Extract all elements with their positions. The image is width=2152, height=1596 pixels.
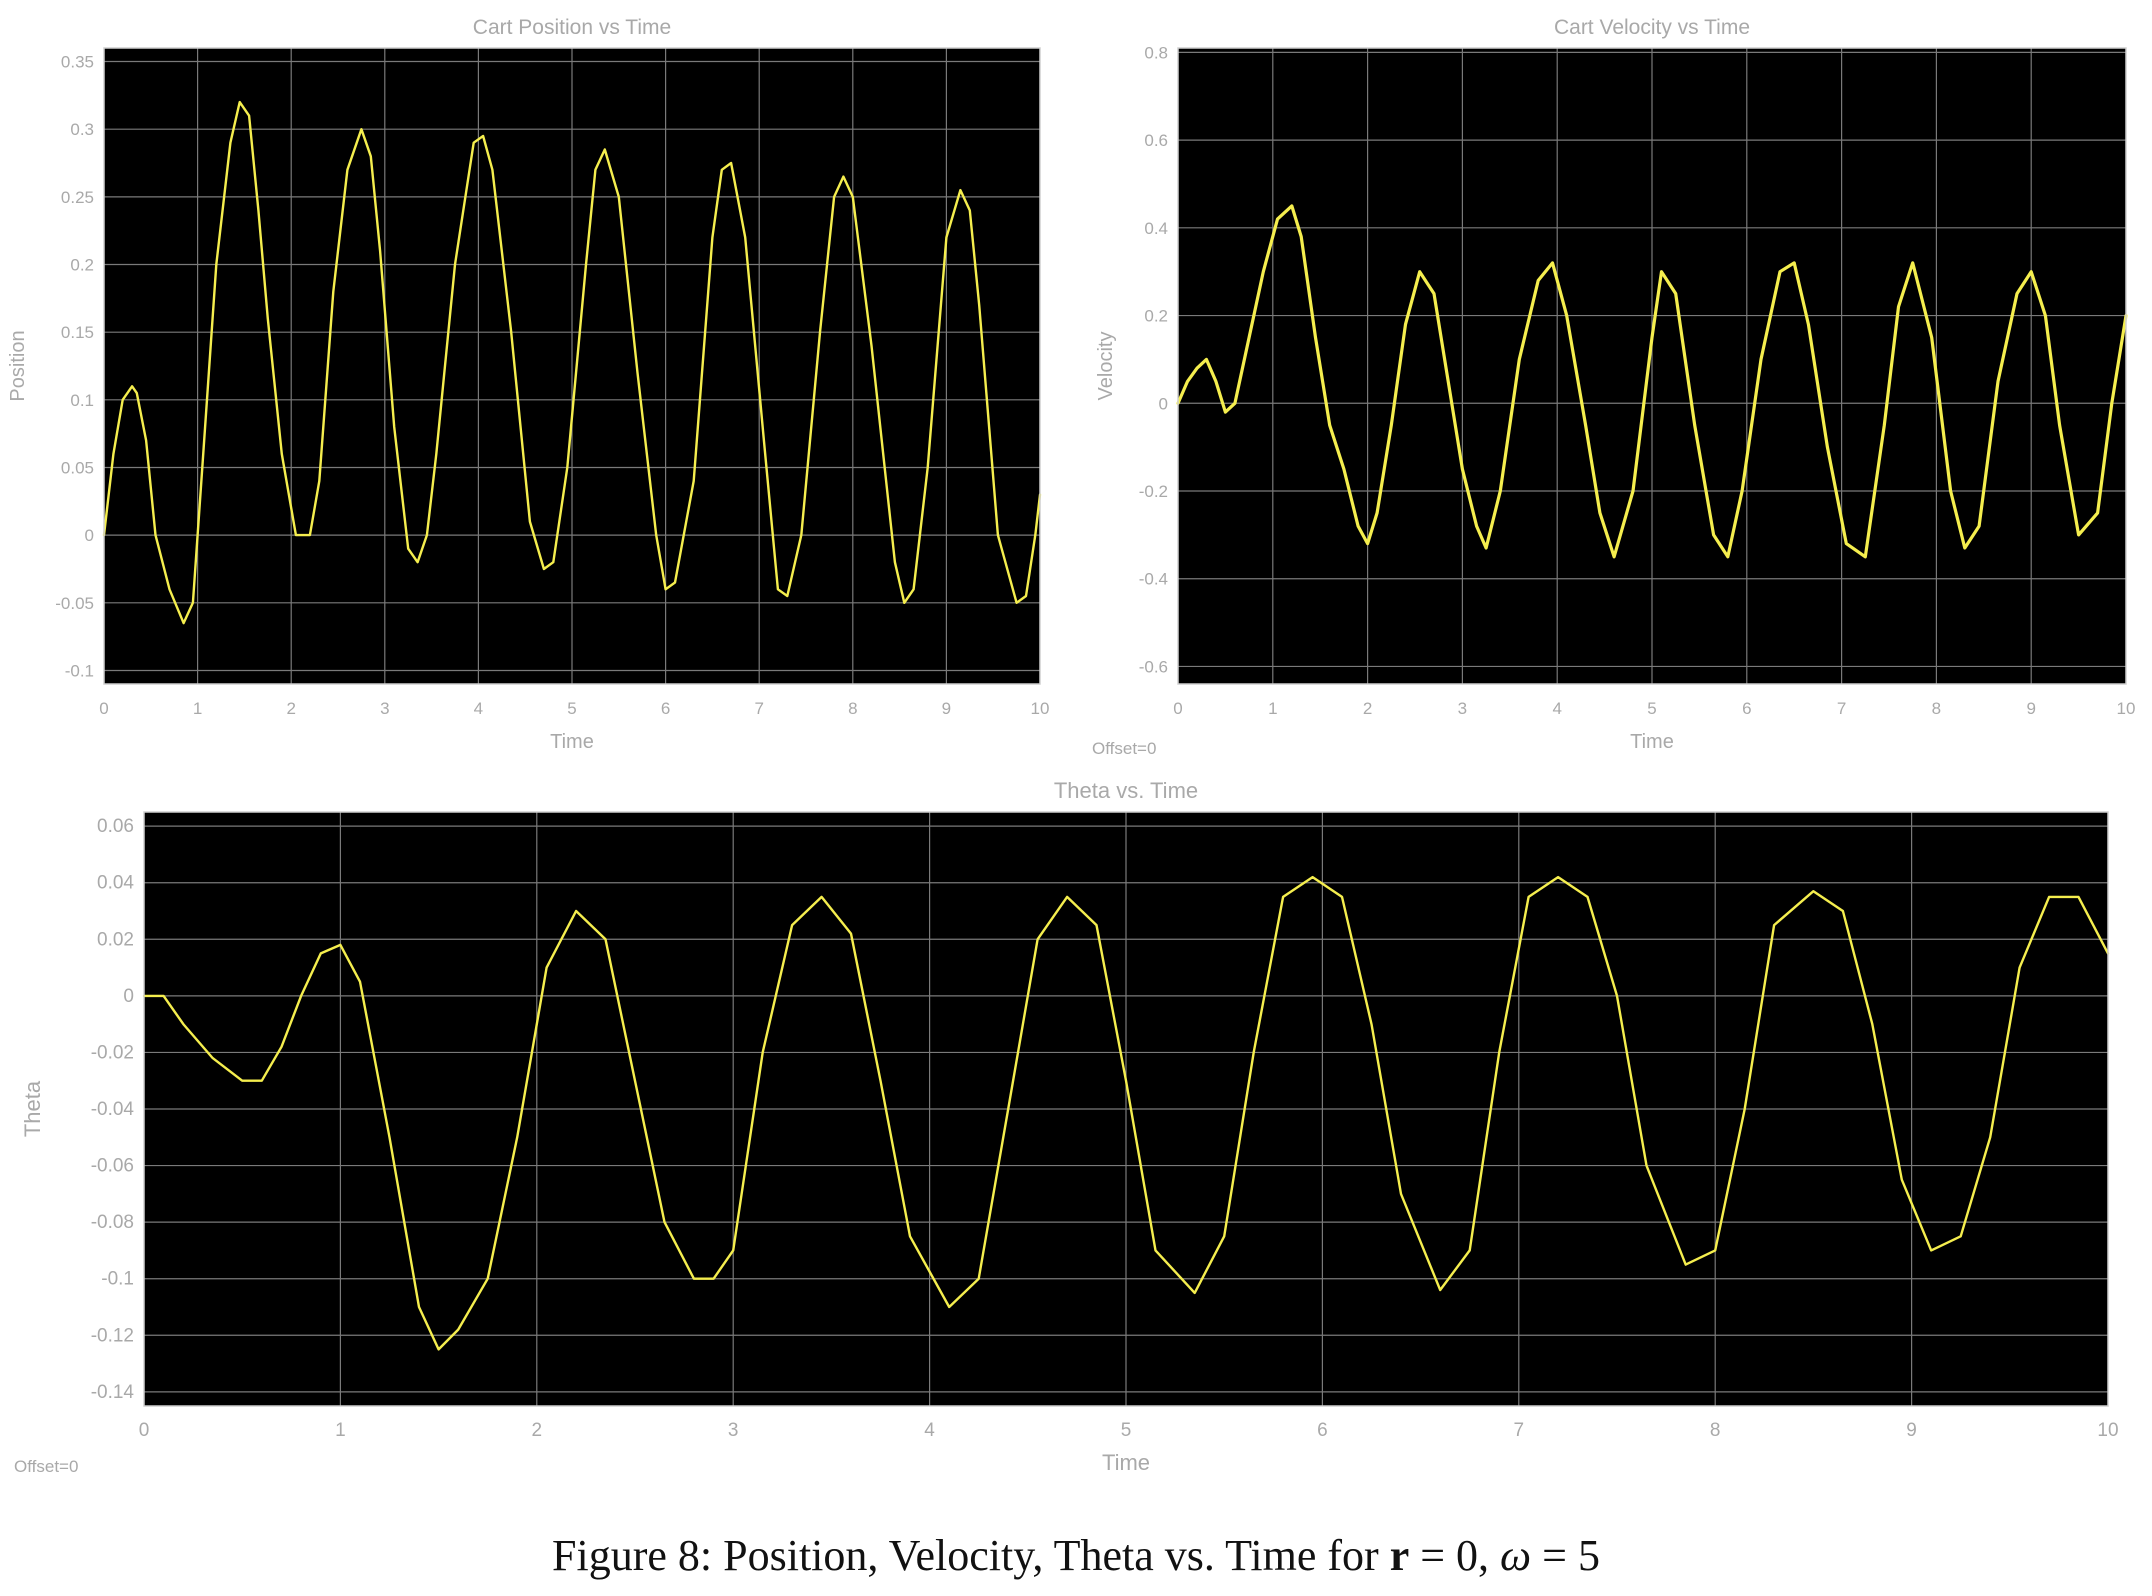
position-xtick-label-4: 4 bbox=[474, 699, 483, 718]
velocity-ytick-label-0: -0.6 bbox=[1139, 657, 1168, 676]
velocity-xtick-label-6: 6 bbox=[1742, 699, 1751, 718]
position-xtick-label-3: 3 bbox=[380, 699, 389, 718]
theta-xtick-label-0: 0 bbox=[139, 1420, 150, 1441]
velocity-ytick-label-2: -0.2 bbox=[1139, 482, 1168, 501]
position-ytick-label-5: 0.15 bbox=[61, 323, 94, 342]
position-xtick-label-6: 6 bbox=[661, 699, 670, 718]
position-xtick-label-2: 2 bbox=[286, 699, 295, 718]
position-ytick-label-3: 0.05 bbox=[61, 458, 94, 477]
position-plot-border bbox=[103, 47, 1041, 685]
theta-ytick-label-10: 0.06 bbox=[97, 816, 134, 837]
theta-xtick-label-1: 1 bbox=[335, 1420, 346, 1441]
position-xtick-label-8: 8 bbox=[848, 699, 857, 718]
velocity-plot-border bbox=[1177, 47, 2127, 685]
caption-r-symbol: r bbox=[1389, 1531, 1410, 1580]
theta-ytick-label-6: -0.02 bbox=[91, 1042, 134, 1063]
theta-xtick-label-7: 7 bbox=[1514, 1420, 1525, 1441]
velocity-chart: 0 1 2 3 4 5 6 7 8 9 10 -0.6 -0.4 -0.2 0 0.2 0.4 0.6 0.8 Car… bbox=[1092, 16, 2135, 758]
theta-xtick-label-6: 6 bbox=[1317, 1420, 1328, 1441]
velocity-xtick-label-3: 3 bbox=[1458, 699, 1467, 718]
velocity-ytick-label-1: -0.4 bbox=[1139, 570, 1168, 589]
position-xtick-label-1: 1 bbox=[193, 699, 202, 718]
theta-ylabel: Theta bbox=[20, 1080, 45, 1137]
caption-omega-value: = 5 bbox=[1531, 1531, 1600, 1580]
theta-xtick-label-5: 5 bbox=[1121, 1420, 1132, 1441]
position-ytick-label-7: 0.25 bbox=[61, 188, 94, 207]
theta-xtick-label-4: 4 bbox=[924, 1420, 935, 1441]
caption-r-value: = 0, bbox=[1409, 1531, 1501, 1580]
theta-xtick-label-10: 10 bbox=[2097, 1420, 2118, 1441]
theta-ytick-label-0: -0.14 bbox=[91, 1382, 135, 1403]
theta-xtick-label-2: 2 bbox=[532, 1420, 543, 1441]
position-xtick-label-5: 5 bbox=[567, 699, 576, 718]
theta-ytick-label-1: -0.12 bbox=[91, 1325, 134, 1346]
theta-offset-label: Offset=0 bbox=[14, 1457, 78, 1476]
theta-chart: 0 1 2 3 4 5 6 7 8 9 10 -0.14 -0.12 -0.1 -0.08 -0.06 -0.0… bbox=[14, 778, 2119, 1476]
velocity-ytick-label-4: 0.2 bbox=[1144, 307, 1168, 326]
velocity-title: Cart Velocity vs Time bbox=[1554, 16, 1750, 39]
theta-ytick-label-5: -0.04 bbox=[91, 1099, 135, 1120]
velocity-xtick-label-9: 9 bbox=[2026, 699, 2035, 718]
caption-prefix: Figure 8: Position, Velocity, Theta vs. … bbox=[552, 1531, 1390, 1580]
velocity-xlabel: Time bbox=[1630, 731, 1674, 753]
position-xlabel: Time bbox=[550, 731, 594, 753]
theta-ytick-label-8: 0.02 bbox=[97, 929, 134, 950]
theta-title: Theta vs. Time bbox=[1054, 778, 1198, 803]
theta-xtick-label-9: 9 bbox=[1906, 1420, 1917, 1441]
theta-ytick-label-2: -0.1 bbox=[101, 1269, 134, 1290]
theta-ytick-label-3: -0.08 bbox=[91, 1212, 134, 1233]
position-ytick-label-1: -0.05 bbox=[55, 594, 94, 613]
position-ytick-label-0: -0.1 bbox=[65, 661, 94, 680]
theta-ytick-label-9: 0.04 bbox=[97, 873, 134, 894]
velocity-xtick-label-5: 5 bbox=[1647, 699, 1656, 718]
theta-ytick-label-7: 0 bbox=[123, 986, 134, 1007]
position-ytick-label-2: 0 bbox=[85, 526, 94, 545]
caption-omega-symbol: ω bbox=[1500, 1531, 1532, 1580]
velocity-ylabel: Velocity bbox=[1095, 332, 1117, 401]
position-ylabel: Position bbox=[7, 330, 29, 401]
velocity-xtick-label-7: 7 bbox=[1837, 699, 1846, 718]
velocity-ytick-label-3: 0 bbox=[1159, 394, 1168, 413]
position-xtick-label-0: 0 bbox=[99, 699, 108, 718]
velocity-xtick-label-0: 0 bbox=[1173, 699, 1182, 718]
position-ytick-label-8: 0.3 bbox=[70, 120, 94, 139]
figure-caption: Figure 8: Position, Velocity, Theta vs. … bbox=[0, 1530, 2152, 1581]
position-chart: 0 1 2 3 4 5 6 7 8 9 10 -0.1 -0.05 0 0.05 0.1 0.15 0.2 0.25… bbox=[7, 16, 1049, 753]
theta-xtick-label-3: 3 bbox=[728, 1420, 739, 1441]
velocity-ytick-label-5: 0.4 bbox=[1144, 219, 1168, 238]
position-title: Cart Position vs Time bbox=[473, 16, 671, 39]
position-xtick-label-9: 9 bbox=[942, 699, 951, 718]
theta-plot-border bbox=[143, 811, 2109, 1407]
position-ytick-label-6: 0.2 bbox=[70, 256, 94, 275]
position-ytick-label-9: 0.35 bbox=[61, 53, 94, 72]
velocity-xtick-label-10: 10 bbox=[2117, 699, 2136, 718]
position-xtick-label-10: 10 bbox=[1031, 699, 1050, 718]
position-ytick-label-4: 0.1 bbox=[70, 391, 94, 410]
theta-xtick-label-8: 8 bbox=[1710, 1420, 1721, 1441]
theta-ytick-label-4: -0.06 bbox=[91, 1156, 134, 1177]
theta-series-line-0 bbox=[142, 875, 2110, 1351]
velocity-series-line-0 bbox=[1176, 204, 2128, 559]
velocity-ytick-label-6: 0.6 bbox=[1144, 131, 1168, 150]
position-series-line-0 bbox=[102, 100, 1042, 625]
position-xtick-label-7: 7 bbox=[754, 699, 763, 718]
theta-xlabel: Time bbox=[1102, 1450, 1150, 1475]
velocity-xtick-label-1: 1 bbox=[1268, 699, 1277, 718]
velocity-offset-label: Offset=0 bbox=[1092, 739, 1156, 758]
velocity-xtick-label-2: 2 bbox=[1363, 699, 1372, 718]
velocity-ytick-label-7: 0.8 bbox=[1144, 43, 1168, 62]
velocity-xtick-label-8: 8 bbox=[1932, 699, 1941, 718]
velocity-xtick-label-4: 4 bbox=[1552, 699, 1561, 718]
